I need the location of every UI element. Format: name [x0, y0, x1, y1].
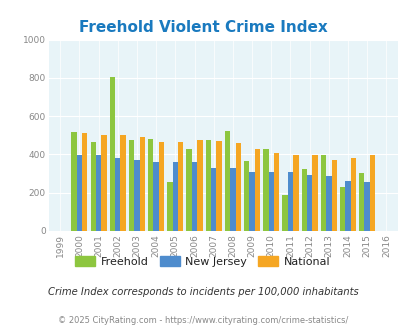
- Bar: [177, 142, 183, 231]
- Bar: [211, 168, 216, 231]
- Bar: [90, 142, 96, 231]
- Bar: [311, 155, 317, 231]
- Bar: [115, 158, 120, 231]
- Bar: [129, 140, 134, 231]
- Bar: [345, 181, 350, 231]
- Bar: [230, 168, 235, 231]
- Legend: Freehold, New Jersey, National: Freehold, New Jersey, National: [71, 251, 334, 271]
- Bar: [96, 155, 101, 231]
- Bar: [158, 142, 164, 231]
- Bar: [224, 131, 230, 231]
- Bar: [134, 160, 139, 231]
- Bar: [273, 152, 279, 231]
- Bar: [139, 137, 145, 231]
- Bar: [192, 162, 197, 231]
- Bar: [186, 149, 192, 231]
- Text: Crime Index corresponds to incidents per 100,000 inhabitants: Crime Index corresponds to incidents per…: [47, 287, 358, 297]
- Bar: [282, 195, 287, 231]
- Bar: [364, 182, 369, 231]
- Bar: [287, 172, 292, 231]
- Bar: [292, 155, 298, 231]
- Bar: [339, 187, 345, 231]
- Text: © 2025 CityRating.com - https://www.cityrating.com/crime-statistics/: © 2025 CityRating.com - https://www.city…: [58, 315, 347, 325]
- Bar: [167, 182, 172, 231]
- Bar: [369, 155, 374, 231]
- Bar: [172, 162, 177, 231]
- Bar: [243, 161, 249, 231]
- Bar: [301, 169, 306, 231]
- Bar: [216, 141, 221, 231]
- Bar: [350, 158, 355, 231]
- Bar: [101, 135, 107, 231]
- Bar: [306, 175, 311, 231]
- Bar: [358, 173, 364, 231]
- Bar: [331, 160, 336, 231]
- Bar: [71, 132, 77, 231]
- Bar: [148, 139, 153, 231]
- Bar: [320, 155, 325, 231]
- Bar: [262, 149, 268, 231]
- Bar: [109, 77, 115, 231]
- Bar: [82, 133, 87, 231]
- Bar: [254, 149, 260, 231]
- Bar: [120, 135, 126, 231]
- Bar: [197, 140, 202, 231]
- Bar: [205, 140, 211, 231]
- Bar: [77, 155, 82, 231]
- Bar: [325, 177, 331, 231]
- Text: Freehold Violent Crime Index: Freehold Violent Crime Index: [79, 20, 326, 35]
- Bar: [268, 172, 273, 231]
- Bar: [235, 143, 240, 231]
- Bar: [249, 172, 254, 231]
- Bar: [153, 162, 158, 231]
